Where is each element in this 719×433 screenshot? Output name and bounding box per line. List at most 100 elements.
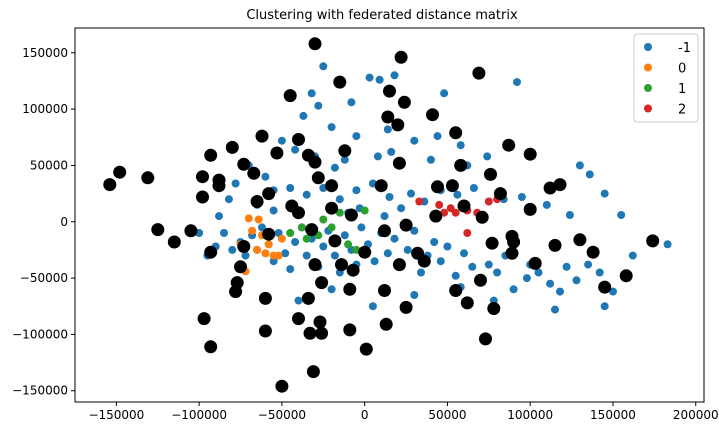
y-tick-label: 150000: [22, 46, 68, 60]
highlight-point: [225, 140, 239, 154]
data-point-series--1: [347, 98, 356, 107]
data-point-series--1: [277, 136, 286, 145]
highlight-point: [449, 284, 463, 297]
highlight-point: [598, 280, 612, 294]
highlight-point: [151, 223, 165, 237]
highlight-point: [197, 312, 211, 326]
highlight-point: [305, 223, 319, 237]
data-point-series--1: [517, 193, 526, 201]
chart-title: Clustering with federated distance matri…: [246, 8, 518, 23]
highlight-point: [431, 180, 444, 194]
data-point-series--1: [440, 89, 449, 98]
data-point-series--1: [436, 257, 445, 266]
highlight-point: [306, 365, 320, 379]
highlight-point: [308, 37, 322, 51]
highlight-point: [358, 245, 372, 259]
data-point-series--1: [417, 268, 425, 277]
x-tick-label: −50000: [258, 408, 306, 422]
data-point-series-2: [435, 200, 444, 209]
highlight-point: [378, 284, 391, 297]
data-point-series-1: [297, 223, 306, 232]
highlight-point: [250, 195, 264, 208]
highlight-point: [475, 210, 489, 224]
highlight-point: [315, 276, 329, 290]
data-point-series--1: [451, 271, 460, 280]
data-point-series--1: [483, 152, 492, 161]
data-point-series--1: [600, 189, 609, 198]
x-tick-label: 200000: [673, 408, 719, 422]
data-point-series--1: [330, 163, 339, 172]
x-tick-label: 100000: [507, 408, 553, 422]
y-tick-label: −150000: [12, 384, 68, 398]
highlight-point: [204, 245, 218, 259]
data-point-series--1: [286, 184, 295, 192]
data-point-series-0: [244, 214, 253, 223]
data-point-series--1: [407, 189, 415, 198]
data-point-series--1: [663, 240, 672, 249]
y-tick-label: 100000: [22, 102, 68, 116]
data-point-series--1: [443, 242, 452, 251]
highlight-point: [392, 258, 406, 272]
highlight-point: [586, 245, 600, 259]
highlight-point: [474, 273, 487, 287]
legend-label: -1: [678, 41, 691, 56]
data-point-series--1: [319, 62, 328, 71]
data-point-series--1: [572, 276, 581, 285]
data-point-series--1: [509, 285, 518, 294]
x-tick-label: −100000: [171, 408, 227, 422]
data-point-series--1: [546, 279, 555, 288]
highlight-point: [103, 178, 117, 192]
data-point-series--1: [302, 190, 311, 199]
highlight-point: [381, 110, 395, 124]
data-point-series--1: [513, 78, 521, 87]
x-tick-label: −150000: [88, 408, 144, 422]
legend-marker-0: [644, 63, 652, 72]
data-point-series--1: [628, 251, 637, 260]
data-point-series--1: [269, 257, 278, 266]
highlight-point: [255, 129, 269, 143]
data-point-series--1: [340, 155, 349, 164]
data-point-series--1: [368, 302, 377, 311]
data-point-series--1: [215, 212, 223, 221]
highlight-point: [234, 260, 247, 274]
data-point-series--1: [241, 251, 250, 260]
x-tick-label: 150000: [590, 408, 636, 422]
data-point-series--1: [385, 193, 394, 201]
highlight-point: [394, 50, 408, 64]
highlight-point: [454, 158, 468, 172]
data-point-series--1: [314, 101, 323, 110]
highlight-point: [328, 234, 342, 248]
data-point-series--1: [430, 238, 439, 246]
data-point-series--1: [383, 125, 392, 134]
highlight-point: [167, 235, 181, 249]
highlight-point: [204, 148, 218, 162]
highlight-point: [237, 157, 251, 171]
highlight-point: [343, 282, 357, 296]
data-point-series--1: [231, 179, 240, 188]
highlight-point: [315, 326, 329, 340]
y-tick-label: −100000: [12, 327, 68, 341]
data-point-series--1: [302, 251, 311, 260]
highlight-point: [258, 291, 272, 305]
data-point-series--1: [220, 229, 228, 237]
highlight-point: [204, 340, 218, 354]
data-point-series--1: [617, 211, 626, 219]
highlight-point: [247, 166, 261, 180]
highlight-point: [429, 209, 443, 223]
data-point-series--1: [228, 245, 237, 254]
highlight-point: [212, 179, 226, 193]
data-point-series--1: [456, 141, 465, 150]
data-point-series--1: [562, 262, 571, 271]
highlight-point: [313, 315, 327, 329]
data-point-series--1: [352, 132, 361, 141]
highlight-point: [472, 66, 486, 80]
legend-label: 1: [678, 82, 686, 97]
highlight-point: [325, 201, 339, 215]
data-point-series--1: [403, 245, 412, 254]
highlight-point: [196, 170, 209, 184]
data-point-series-2: [484, 197, 493, 206]
highlight-point: [262, 227, 276, 241]
y-tick-label: −50000: [20, 271, 68, 285]
data-point-series-2: [463, 229, 472, 237]
